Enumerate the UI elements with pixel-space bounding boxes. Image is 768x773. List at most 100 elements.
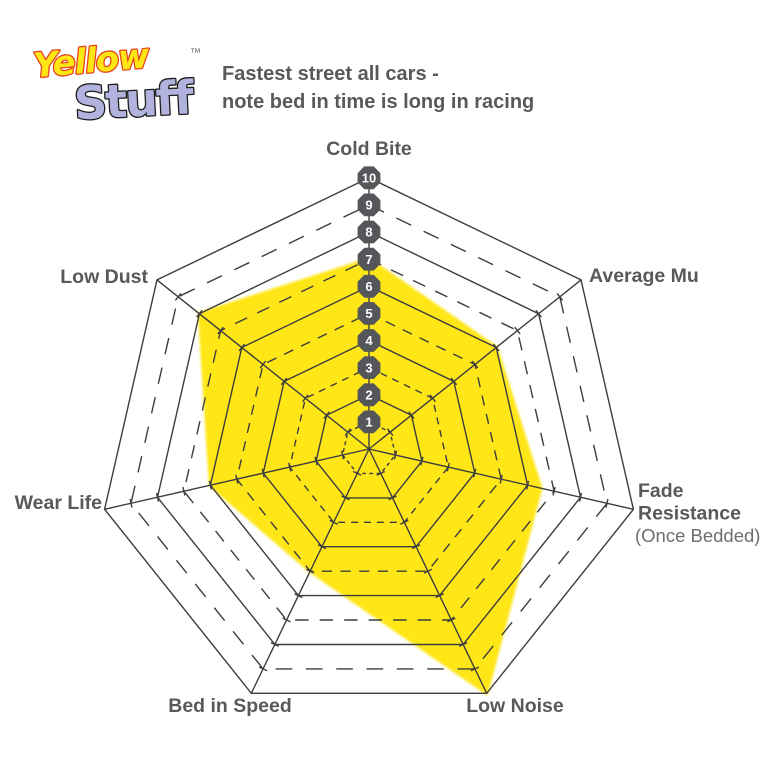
tick xyxy=(420,456,424,466)
tick xyxy=(376,470,386,476)
tick xyxy=(386,428,394,436)
tick xyxy=(352,470,362,476)
scale-badge-7: 7 xyxy=(357,247,381,271)
tick xyxy=(341,495,350,501)
tick xyxy=(155,492,160,502)
scale-badge-number: 9 xyxy=(365,198,372,213)
tick xyxy=(282,617,291,623)
scale-badge-number: 7 xyxy=(365,252,372,267)
tick xyxy=(235,474,239,484)
tick xyxy=(429,394,436,403)
radar-ring-3 xyxy=(288,366,450,523)
tick xyxy=(329,519,339,525)
ring-ticks xyxy=(129,292,609,672)
scale-badge-2: 2 xyxy=(357,383,381,407)
scale-badge-shape xyxy=(357,302,381,325)
tick xyxy=(323,411,330,420)
tick xyxy=(470,666,480,672)
logo-stuff-text: Stuff xyxy=(73,70,197,124)
tick xyxy=(288,462,292,472)
tick xyxy=(605,498,609,508)
scale-badge-1: 1 xyxy=(357,410,381,434)
scale-badge-5: 5 xyxy=(357,302,381,325)
tick xyxy=(393,450,398,460)
scale-badge-shape xyxy=(357,220,381,244)
tick xyxy=(492,343,500,352)
radar-ring-9 xyxy=(130,204,608,670)
radar-ring-10 xyxy=(103,177,635,694)
axis-sublabel-fade-resistance: (Once Bedded) xyxy=(635,525,760,546)
axis-label-low-dust: Low Dust xyxy=(60,266,148,288)
scale-badge-shape xyxy=(357,166,381,190)
logo-trademark: ™ xyxy=(190,47,201,59)
tick xyxy=(458,641,468,648)
scale-badge-shape xyxy=(357,383,381,407)
tick xyxy=(450,377,458,386)
tick xyxy=(473,468,477,478)
scale-badge-4: 4 xyxy=(357,329,381,352)
tick xyxy=(471,360,479,369)
tick xyxy=(270,641,280,648)
tick xyxy=(261,468,265,478)
scale-badge-8: 8 xyxy=(357,220,381,244)
scale-badge-number: 8 xyxy=(365,225,372,240)
tick xyxy=(446,462,450,472)
scale-badge-3: 3 xyxy=(357,356,381,379)
axis-label-wear-life: Wear Life xyxy=(15,492,103,514)
scale-badge-number: 6 xyxy=(365,279,372,294)
tick xyxy=(344,428,352,436)
radar-ring-1 xyxy=(341,421,397,475)
radar-ring-2 xyxy=(315,394,423,499)
tick xyxy=(294,593,303,599)
radar-ring-5 xyxy=(236,312,502,572)
scale-badge-number: 5 xyxy=(365,306,372,321)
scale-badge-shape xyxy=(357,329,381,352)
tick xyxy=(174,292,182,301)
chart-title: Fastest street all cars - note bed in ti… xyxy=(222,60,534,116)
tick xyxy=(435,593,444,599)
scale-badge-shape xyxy=(357,356,381,379)
axis-label-average-mu: Average Mu xyxy=(589,265,699,287)
tick xyxy=(259,360,267,369)
tick xyxy=(535,309,542,318)
scale-badge-number: 4 xyxy=(365,333,373,348)
tick xyxy=(217,326,224,335)
chart-title-line2: note bed in time is long in racing xyxy=(222,91,535,113)
tick xyxy=(447,617,456,623)
scale-badge-9: 9 xyxy=(357,193,381,217)
tick xyxy=(208,480,212,490)
radar-ring-8 xyxy=(156,231,582,646)
axis-label-bed-in-speed: Bed in Speed xyxy=(168,695,292,717)
tick xyxy=(280,377,288,386)
tick xyxy=(182,486,186,496)
chart-title-line1: Fastest street all cars - xyxy=(222,63,439,85)
tick xyxy=(399,519,409,525)
data-area-yellow xyxy=(197,257,543,695)
tick xyxy=(317,544,327,550)
tick xyxy=(408,411,415,420)
scale-badge-number: 1 xyxy=(365,415,372,430)
axis-label-fade-resistance: Resistance xyxy=(638,503,741,525)
tick xyxy=(305,568,315,574)
tick xyxy=(514,326,521,335)
tick xyxy=(499,474,503,484)
tick xyxy=(196,309,203,318)
tick xyxy=(578,492,583,502)
axis-label-cold-bite: Cold Bite xyxy=(326,138,412,160)
scale-badge-number: 3 xyxy=(365,360,372,375)
scale-badge-shape xyxy=(357,410,381,434)
tick xyxy=(258,666,268,672)
tick xyxy=(411,544,421,550)
radar-ring-7 xyxy=(183,258,555,621)
scale-badge-number: 2 xyxy=(365,387,372,402)
scale-badge-6: 6 xyxy=(357,274,381,298)
tick xyxy=(340,450,345,460)
tick xyxy=(556,292,564,301)
axis-label-low-noise: Low Noise xyxy=(466,695,564,717)
tick xyxy=(238,343,246,352)
tick xyxy=(388,495,397,501)
scale-badge-10: 10 xyxy=(357,166,381,190)
radar-ring-4 xyxy=(262,339,476,548)
